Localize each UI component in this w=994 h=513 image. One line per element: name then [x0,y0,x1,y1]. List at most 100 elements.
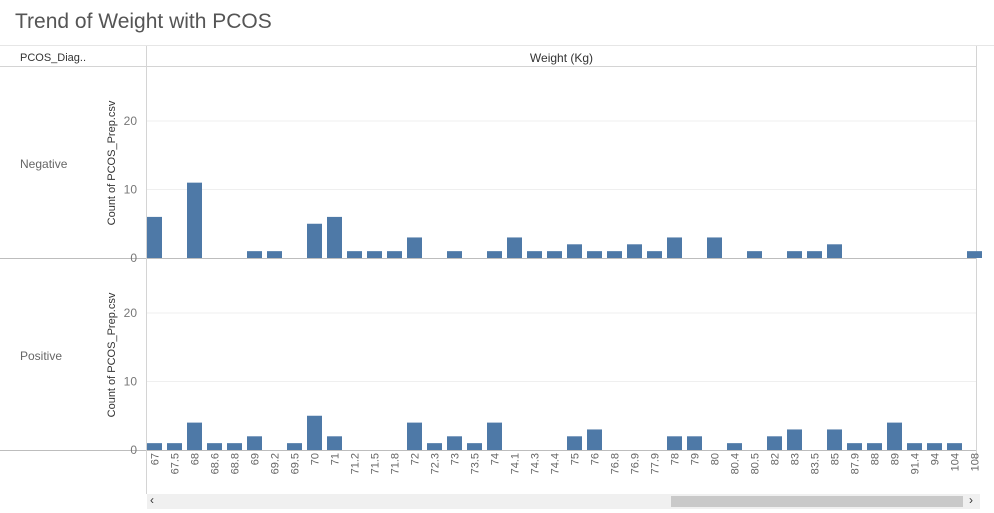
bar-positive [867,443,882,450]
bar-negative [647,251,662,258]
x-tick-label: 71.5 [370,453,382,474]
x-tick-label: 68.6 [210,453,222,474]
x-tick-label: 72.3 [430,453,442,474]
bar-negative [307,223,322,258]
x-tick-label: 69 [250,453,262,465]
y-tick-label: 10 [124,183,138,197]
bar-positive [847,443,862,450]
panel-divider [0,258,976,259]
bar-positive [447,436,462,450]
bar-positive [787,429,802,450]
x-tick-label: 85 [830,453,842,465]
bar-negative [627,244,642,258]
x-tick-label: 94 [930,453,942,465]
x-tick-label: 69.2 [270,453,282,474]
row-label-positive: Positive [20,349,63,363]
bar-positive [667,436,682,450]
bar-negative [387,251,402,258]
bar-negative [267,251,282,258]
scroll-thumb[interactable] [671,496,963,507]
x-tick-label: 82 [770,453,782,465]
bar-negative [747,251,762,258]
scroll-right-arrow[interactable]: › [969,493,973,507]
scroll-left-arrow[interactable]: ‹ [150,493,154,507]
bar-positive [407,422,422,450]
bar-negative [567,244,582,258]
x-tick-label: 67.5 [170,453,182,474]
bar-negative [487,251,502,258]
bar-positive [727,443,742,450]
x-tick-label: 80 [710,453,722,465]
row-dimension-header[interactable]: PCOS_Diag.. [20,52,87,64]
bar-positive [207,443,222,450]
x-tick-label: 79 [690,453,702,465]
bar-positive [227,443,242,450]
x-tick-label: 69.5 [290,453,302,474]
y-tick-label: 0 [130,443,137,457]
bar-negative [187,182,202,258]
x-tick-label: 104 [950,453,962,471]
x-tick-label: 75 [570,453,582,465]
bar-negative [827,244,842,258]
y-axis-title: Count of PCOS_Prep.csv [106,100,118,225]
x-tick-label: 71.2 [350,453,362,474]
bar-negative [967,251,982,258]
y-axis-title: Count of PCOS_Prep.csv [106,292,118,417]
x-tick-label: 78 [670,453,682,465]
bar-positive [767,436,782,450]
x-tick-label: 74.4 [550,453,562,474]
x-tick-label: 76.8 [610,453,622,474]
bar-positive [487,422,502,450]
top-border [0,45,994,46]
bar-negative [447,251,462,258]
bar-negative [327,216,342,258]
column-dimension-header[interactable]: Weight (Kg) [529,51,594,65]
x-tick-label: 71 [330,453,342,465]
bar-negative [547,251,562,258]
y-tick-label: 20 [124,306,138,320]
axis-divider [0,450,976,451]
y-tick-label: 10 [124,375,138,389]
bar-positive [287,443,302,450]
horizontal-scrollbar[interactable]: ‹ › [147,493,980,509]
bar-negative [667,237,682,258]
x-tick-label: 76.9 [630,453,642,474]
x-tick-label: 80.5 [750,453,762,474]
y-tick-label: 20 [124,114,138,128]
header-divider [0,66,976,67]
bar-positive [307,415,322,450]
x-tick-label: 72 [410,453,422,465]
row-header-divider [146,45,147,494]
bar-positive [687,436,702,450]
bar-positive [907,443,922,450]
x-tick-label: 71.8 [390,453,402,474]
y-tick-label: 0 [130,251,137,265]
x-tick-label: 74.3 [530,453,542,474]
x-tick-label: 91.4 [910,453,922,474]
bar-negative [507,237,522,258]
x-tick-label: 74 [490,453,502,465]
x-tick-label: 87.9 [850,453,862,474]
x-tick-label: 83.5 [810,453,822,474]
x-tick-label: 77.9 [650,453,662,474]
bar-negative [607,251,622,258]
bar-positive [467,443,482,450]
bar-negative [707,237,722,258]
bar-positive [587,429,602,450]
bar-positive [147,443,162,450]
bar-negative [407,237,422,258]
x-tick-label: 83 [790,453,802,465]
bar-positive [947,443,962,450]
bar-negative [807,251,822,258]
x-tick-label: 80.4 [730,453,742,474]
x-tick-label: 88 [870,453,882,465]
x-tick-label: 89 [890,453,902,465]
bar-positive [327,436,342,450]
x-tick-label: 67 [150,453,162,465]
bar-positive [187,422,202,450]
bar-positive [927,443,942,450]
x-tick-label: 74.1 [510,453,522,474]
bar-positive [887,422,902,450]
bar-negative [527,251,542,258]
